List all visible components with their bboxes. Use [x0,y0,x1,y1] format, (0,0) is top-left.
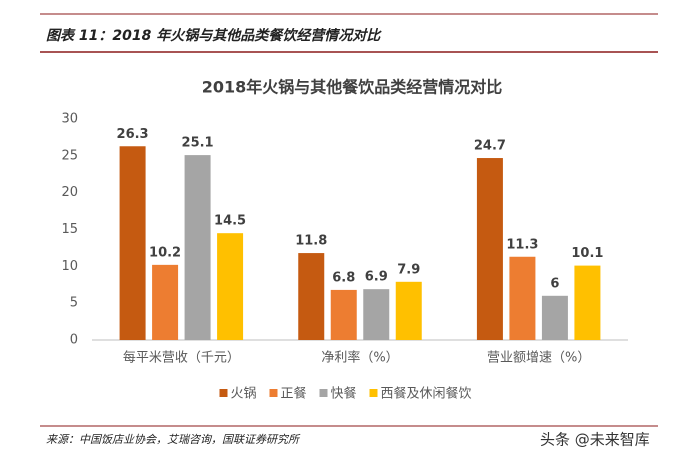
data-label: 7.9 [397,262,420,277]
legend-label: 火锅 [231,386,257,402]
data-label: 6.8 [332,270,355,285]
bar [574,265,601,340]
bar [541,295,568,340]
watermark: 头条 @未来智库 [540,431,650,449]
data-label: 14.5 [214,214,246,229]
legend-label: 正餐 [281,386,307,402]
bar [119,146,146,340]
data-label: 24.7 [474,139,506,154]
data-label: 25.1 [182,136,214,151]
legend-swatch [369,389,378,397]
bar [363,289,390,340]
bar [330,289,357,340]
legend-swatch [219,389,228,397]
header-title: 图表 11：2018 年火锅与其他品类餐饮经营情况对比 [46,27,382,44]
bar [509,256,536,340]
data-label: 26.3 [117,127,149,142]
legend-label: 快餐 [331,386,357,402]
data-label: 11.3 [506,237,538,252]
y-tick-label: 20 [61,185,78,200]
x-tick-label: 每平米营收（千元） [123,350,240,366]
bar [152,264,179,340]
data-label: 10.1 [571,246,603,261]
legend-swatch [269,389,278,397]
x-tick-label: 营业额增速（%） [487,351,590,366]
bar [217,233,244,340]
data-label: 6 [550,276,559,291]
bar [184,155,211,340]
y-tick-label: 15 [61,222,78,237]
source-note: 来源：中国饭店业协会，艾瑞咨询，国联证券研究所 [46,433,301,446]
y-tick-label: 5 [70,296,78,311]
data-label: 6.9 [365,270,388,285]
bar [476,158,503,340]
y-tick-label: 0 [70,333,78,348]
bar [395,281,422,340]
y-tick-label: 30 [61,112,78,127]
x-tick-label: 净利率（%） [321,350,398,366]
data-label: 10.2 [149,245,181,260]
chart-title: 2018年火锅与其他餐饮品类经营情况对比 [202,78,503,97]
y-tick-label: 10 [61,259,78,274]
y-tick-label: 25 [61,148,78,163]
legend-swatch [319,389,328,397]
legend-label: 西餐及休闲餐饮 [381,386,472,402]
bar [298,253,325,340]
data-label: 11.8 [295,234,327,249]
